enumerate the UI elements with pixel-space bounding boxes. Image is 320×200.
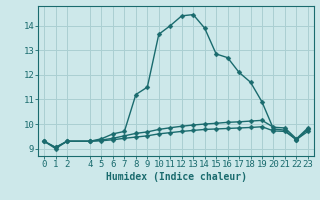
X-axis label: Humidex (Indice chaleur): Humidex (Indice chaleur) — [106, 172, 246, 182]
